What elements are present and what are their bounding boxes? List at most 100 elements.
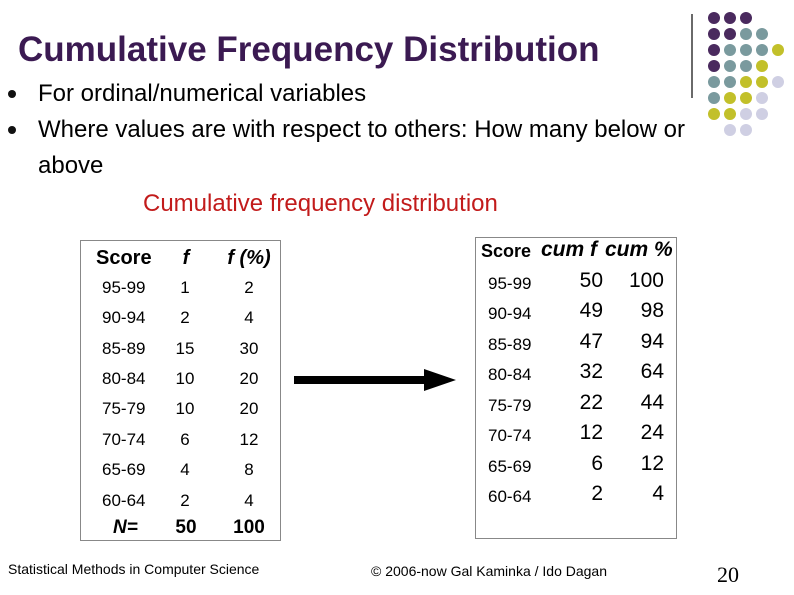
- dot: [772, 44, 784, 56]
- bullet-list: For ordinal/numerical variables Where va…: [8, 76, 688, 184]
- table-cell: 24: [640, 421, 664, 444]
- dot: [756, 76, 768, 88]
- dot: [724, 76, 736, 88]
- page-number: 20: [717, 562, 739, 587]
- table-cell: 65-69: [488, 457, 532, 476]
- bullet-item: Where values are with respect to others:…: [8, 112, 688, 184]
- table-cell: 60-64: [102, 491, 146, 510]
- table-cell: 8: [244, 460, 254, 479]
- dot: [740, 28, 752, 40]
- footer-course: Statistical Methods in Computer Science: [8, 561, 260, 577]
- dot: [740, 76, 752, 88]
- dot: [724, 92, 736, 104]
- table-cell: 47: [579, 330, 603, 353]
- dot: [756, 60, 768, 72]
- dot: [724, 124, 736, 136]
- table-cell: 2: [180, 491, 190, 510]
- bullet-dot-icon: [8, 126, 16, 134]
- table-cell: 2: [180, 308, 190, 327]
- dot: [708, 44, 720, 56]
- table-cell: 90-94: [102, 308, 146, 327]
- table-cell: 4: [180, 460, 190, 479]
- dot: [756, 44, 768, 56]
- table-cell: 70-74: [102, 430, 146, 449]
- table-cell: 12: [640, 452, 664, 475]
- table-cell: 70-74: [488, 426, 532, 445]
- dot: [708, 12, 720, 24]
- dot: [724, 44, 736, 56]
- dot: [708, 92, 720, 104]
- table-total-f: 50: [175, 517, 197, 538]
- dot: [756, 92, 768, 104]
- dot: [756, 28, 768, 40]
- dot: [772, 76, 784, 88]
- table-cell: 60-64: [488, 487, 532, 506]
- table-cell: 6: [180, 430, 190, 449]
- table-header-cum-f: cum f: [541, 238, 598, 261]
- table-cell: 98: [640, 299, 664, 322]
- table-total-label: N=: [113, 517, 138, 538]
- table-cell: 1: [180, 278, 190, 297]
- table-cell: 65-69: [102, 460, 146, 479]
- dot: [756, 108, 768, 120]
- bullet-dot-icon: [8, 90, 16, 98]
- cumulative-table: Score cum f cum % 95-99 50 100 90-94 49 …: [475, 237, 677, 539]
- table-cell: 10: [175, 369, 195, 388]
- dot: [708, 108, 720, 120]
- footer-copyright: © 2006-now Gal Kaminka / Ido Dagan: [371, 563, 608, 579]
- table-cell: 44: [640, 391, 664, 414]
- table-header-score: Score: [481, 241, 532, 261]
- table-header-f-percent: f (%): [227, 247, 271, 269]
- dot: [740, 12, 752, 24]
- bullet-text: Where values are with respect to others:…: [38, 116, 685, 179]
- table-cell: 94: [640, 330, 664, 353]
- right-arrow-icon: [294, 369, 456, 391]
- table-cell: 22: [579, 391, 603, 414]
- table-cell: 75-79: [488, 396, 532, 415]
- dot: [724, 60, 736, 72]
- table-cell: 2: [244, 278, 254, 297]
- dot: [740, 92, 752, 104]
- table-cell: 49: [579, 299, 603, 322]
- table-header-cum-percent: cum %: [605, 238, 673, 261]
- table-cell: 12: [239, 430, 259, 449]
- table-cell: 100: [628, 269, 664, 292]
- dot: [740, 124, 752, 136]
- bullet-item: For ordinal/numerical variables: [8, 76, 688, 112]
- table-cell: 80-84: [488, 365, 532, 384]
- table-cell: 95-99: [102, 278, 146, 297]
- table-cell: 4: [652, 482, 664, 505]
- slide-title: Cumulative Frequency Distribution: [18, 30, 600, 69]
- dot: [708, 28, 720, 40]
- table-cell: 4: [244, 308, 254, 327]
- decorative-dot-grid: [704, 10, 786, 136]
- table-cell: 90-94: [488, 304, 532, 323]
- table-cell: 80-84: [102, 369, 146, 388]
- table-cell: 95-99: [488, 274, 532, 293]
- dot: [740, 108, 752, 120]
- table-total-percent: 100: [233, 517, 265, 538]
- subheading: Cumulative frequency distribution: [143, 190, 498, 217]
- table-cell: 32: [579, 360, 603, 383]
- dot: [724, 108, 736, 120]
- dot: [740, 44, 752, 56]
- table-cell: 10: [175, 399, 195, 418]
- table-cell: 85-89: [488, 335, 532, 354]
- table-cell: 20: [239, 399, 259, 418]
- bullet-text: For ordinal/numerical variables: [38, 80, 367, 107]
- dot: [724, 28, 736, 40]
- table-cell: 30: [239, 339, 259, 358]
- dot: [708, 60, 720, 72]
- frequency-table: Score f f (%) 95-99 1 2 90-94 2 4 85-89 …: [80, 240, 281, 541]
- table-header-score: Score: [96, 247, 152, 269]
- table-cell: 2: [591, 482, 603, 505]
- table-cell: 75-79: [102, 399, 146, 418]
- table-cell: 12: [579, 421, 603, 444]
- dot: [724, 12, 736, 24]
- dot: [708, 76, 720, 88]
- table-cell: 64: [640, 360, 664, 383]
- title-divider: [691, 14, 693, 98]
- table-cell: 15: [175, 339, 195, 358]
- dot: [740, 60, 752, 72]
- table-cell: 4: [244, 491, 254, 510]
